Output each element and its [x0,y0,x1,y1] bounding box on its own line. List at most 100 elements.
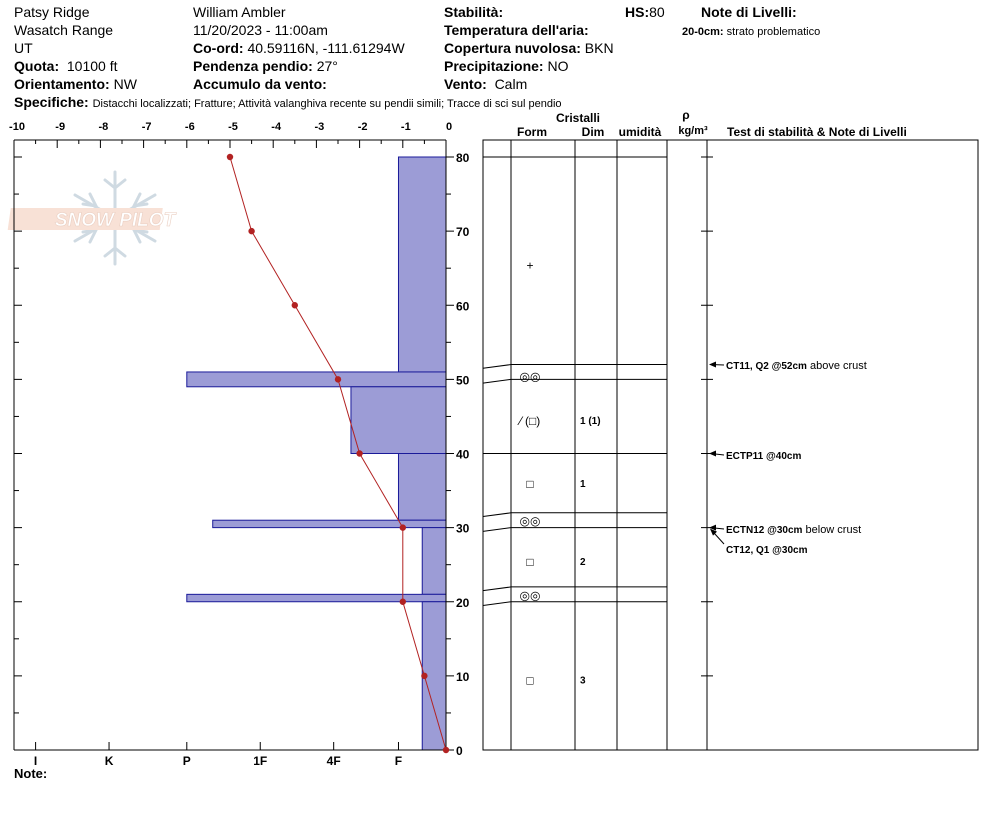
layer-connector [482,527,512,532]
cloud-value: BKN [584,40,614,56]
precip-label: Precipitazione: [444,58,544,74]
crystal-size: 3 [580,676,586,687]
height-tick-label: 40 [456,448,470,462]
layer-connector [482,512,512,518]
height-tick-label: 20 [456,596,470,610]
test-pointer-arrow [710,528,717,536]
logo-banner [7,208,163,230]
tests-header: Test di stabilità & Note di Livelli [727,125,907,139]
hs-value: 80 [649,4,665,20]
stability-test-code: ECTP11 @40cm [726,451,801,462]
stability-test-code: ECTN12 @30cm [726,525,803,536]
crystal-size: 1 [580,479,586,490]
test-pointer-arrow [709,361,716,368]
temp-tick-label: -10 [9,121,25,133]
temp-tick-label: -3 [315,121,325,133]
height-tick-label: 50 [456,373,470,387]
crystals-header: Cristalli [556,111,600,125]
air-temp-label: Temperatura dell'aria: [444,22,589,38]
elevation-value: 10100 ft [66,58,118,74]
aspect-label: Orientamento: [14,76,110,92]
stability-test-code: CT11, Q2 @52cm [726,361,807,372]
cloud-label: Copertura nuvolosa: [444,40,581,56]
temp-tick-label: 0 [446,121,452,133]
size-header: Dim [582,125,605,139]
wind-loading-label: Accumulo da vento: [193,76,327,92]
hardness-tick-label: 4F [327,754,341,768]
precipitation: Precipitazione: NO [444,58,568,74]
height-tick-label: 70 [456,225,470,239]
temperature-point [291,302,298,309]
logo-text: SNOW PILOT [55,210,177,231]
temperature-hardness-plot: -10 -9 -8 -7 -6 -5 -4 -3 -2 -1 001020304050607080I… [9,121,470,768]
temp-tick-label: -4 [271,121,282,133]
layer-note-depth: 20-0cm: [682,26,724,38]
crystal-size: 1 (1) [580,416,601,427]
density-unit-header: kg/m³ [678,125,708,137]
table-frame [482,139,979,751]
height-tick-label: 10 [456,670,470,684]
hardness-bar [212,519,447,529]
test-pointer-arrow [709,450,716,457]
temp-tick-label: -1 [401,121,411,133]
coordinates: Co-ord: 40.59116N, -111.61294W [193,40,405,56]
aspect-value: NW [113,76,137,92]
snowpilot-logo: SNOW PILOT [7,170,177,266]
temp-tick-label: -5 [228,121,238,133]
stability-test: ECTP11 @40cm [726,451,801,462]
hardness-tick-label: 1F [253,754,267,768]
specifics-label: Specifiche: [14,94,89,110]
layer-connector [482,601,512,606]
temperature-point [226,153,234,161]
slope-label: Pendenza pendio: [193,58,313,74]
hardness-tick-label: K [105,754,114,768]
hardness-tick-label: I [34,754,37,768]
crystal-form: □ [526,477,533,491]
specifics: Specifiche: Distacchi localizzati; Fratt… [14,94,562,112]
observation-datetime: 11/20/2023 - 11:00am [193,22,328,38]
form-header: Form [517,125,547,139]
crystal-form: □ [526,555,533,569]
crystal-table: Cristalli Form Dim umidità ρ kg/m³ Test di sta… [482,108,979,751]
observer: William Ambler [193,4,286,20]
temperature-point [399,524,406,531]
temp-tick-label: -7 [142,121,152,133]
temperature-point [334,376,342,383]
slope-angle: Pendenza pendio: 27° [193,58,338,74]
hardness-bar [421,527,447,595]
coord-value: 40.59116N, -111.61294W [247,40,405,56]
aspect: Orientamento: NW [14,76,137,92]
temp-tick-label: -6 [185,121,195,133]
temperature-point [248,227,255,235]
hardness-bar [350,386,447,455]
hardness-bar [186,371,447,388]
elevation: Quota: 10100 ft [14,58,118,74]
height-tick-label: 0 [456,744,463,758]
stability-test: CT11, Q2 @52cm above crust [726,360,867,372]
temperature-point [442,746,450,754]
height-tick-label: 30 [456,522,470,536]
temperature-point [399,598,406,605]
temp-tick-label: -2 [358,121,368,133]
crystal-form: □ [526,674,533,688]
cloud-cover: Copertura nuvolosa: BKN [444,40,614,56]
stability-test: ECTN12 @30cm below crust [726,524,861,536]
notes-label: Note: [14,766,48,781]
coord-label: Co-ord: [193,40,244,56]
crystal-form: ◎◎ [520,588,541,602]
wind-loading: Accumulo da vento: [193,76,327,92]
slope-value: 27° [316,58,338,74]
location-name: Patsy Ridge [14,4,90,20]
hardness-tick-label: P [183,754,191,768]
layer-notes-label: Note di Livelli: [701,4,797,20]
test-pointer-arrow [709,524,716,531]
hardness-tick-label: F [395,754,402,768]
snow-height: HS:80 [625,4,665,20]
crystal-form: ⁄ (□) [517,414,541,428]
specifics-value: Distacchi localizzati; Fratture; Attivit… [92,98,562,110]
layer-connector [482,378,512,384]
state: UT [14,40,33,56]
temperature-point [421,672,428,680]
stability-test-code: CT12, Q1 @30cm [726,545,808,556]
